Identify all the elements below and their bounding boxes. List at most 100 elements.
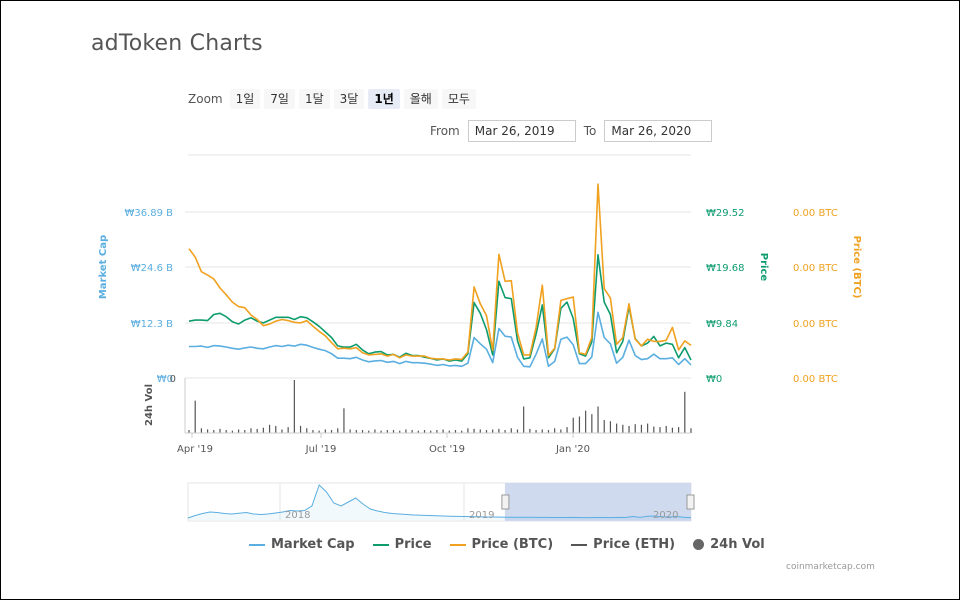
market-cap-axis: ₩36.89 B ₩24.6 B ₩12.3 B ₩0 Market Cap 2…	[98, 208, 173, 426]
credit-link[interactable]: coinmarketcap.com	[786, 562, 875, 572]
volume-bar	[430, 430, 432, 433]
price-btc-axis-title: Price (BTC)	[851, 236, 862, 299]
volume-bar	[603, 420, 605, 433]
volume-bar	[492, 429, 494, 433]
volume-bar	[213, 430, 215, 433]
volume-bar	[516, 429, 519, 433]
to-label: To	[583, 124, 597, 138]
volume-bar	[374, 429, 376, 433]
price-btc-line	[188, 183, 692, 361]
volume-bar	[361, 430, 364, 433]
volume-bar	[541, 429, 543, 433]
legend-item-price[interactable]: Price	[372, 537, 432, 552]
x-tick-label: Oct '19	[429, 444, 465, 455]
volume-bar	[690, 428, 692, 433]
legend-item-market-cap[interactable]: Market Cap	[249, 537, 355, 552]
volume-bar	[461, 430, 463, 433]
zoom-button-all[interactable]: 모두	[441, 89, 476, 109]
navigator-label: 2020	[653, 510, 678, 521]
legend-swatch	[449, 543, 466, 546]
legend-swatch	[693, 539, 705, 550]
legend-label: Price (ETH)	[593, 537, 676, 552]
volume-bar	[684, 391, 686, 433]
x-tick-label: Jan '20	[555, 444, 590, 455]
market-cap-tick: ₩12.3 B	[131, 319, 173, 330]
volume-bar	[312, 430, 314, 433]
legend-item-volume[interactable]: 24h Vol	[693, 537, 765, 552]
zoom-button-ytd[interactable]: 올해	[403, 89, 438, 109]
volume-bar	[386, 430, 388, 433]
volume-bar	[591, 414, 593, 433]
legend-item-price-btc[interactable]: Price (BTC)	[449, 537, 553, 552]
x-axis-ticks: Apr '19 Jul '19 Oct '19 Jan '20	[177, 433, 590, 455]
volume-bar	[634, 424, 636, 433]
zoom-selector: Zoom 1일 7일 1달 3달 1년 올해 모두	[188, 89, 476, 109]
volume-bar	[368, 430, 370, 433]
navigator-line	[187, 484, 692, 519]
volume-bar	[653, 426, 655, 433]
zoom-label: Zoom	[188, 92, 223, 106]
volume-bar	[479, 429, 481, 433]
market-cap-line	[189, 311, 692, 368]
price-tick: ₩29.52	[706, 208, 745, 219]
legend-swatch	[249, 543, 265, 546]
navigator[interactable]: 2018 2019 2020	[187, 482, 695, 522]
legend-label: Market Cap	[271, 537, 355, 552]
volume-bar	[206, 429, 209, 433]
zoom-button-1d[interactable]: 1일	[229, 89, 261, 109]
series-layer	[188, 183, 692, 433]
volume-bar	[485, 430, 488, 433]
navigator-label: 2018	[285, 510, 310, 521]
zoom-button-1y[interactable]: 1년	[368, 89, 400, 109]
volume-bar	[566, 427, 568, 433]
volume-bar	[535, 430, 537, 433]
navigator-right-handle[interactable]	[686, 494, 695, 510]
volume-bar	[529, 428, 531, 433]
volume-bar	[188, 430, 190, 433]
zoom-button-3m[interactable]: 3달	[333, 89, 365, 109]
from-date-input[interactable]: Mar 26, 2019	[467, 120, 576, 142]
volume-bar	[411, 430, 413, 433]
navigator-right-handle-body[interactable]	[686, 494, 695, 510]
zoom-button-1m[interactable]: 1달	[298, 89, 330, 109]
volume-bar	[281, 429, 283, 433]
navigator-left-handle[interactable]	[501, 494, 510, 510]
volume-bar	[442, 429, 444, 433]
market-cap-tick: ₩24.6 B	[131, 263, 173, 274]
price-btc-axis: 0.00 BTC 0.00 BTC 0.00 BTC 0.00 BTC Pric…	[793, 208, 862, 385]
volume-bar	[200, 428, 202, 433]
volume-bar	[343, 408, 345, 433]
legend-label: 24h Vol	[710, 537, 765, 552]
volume-bar	[324, 429, 326, 433]
price-btc-tick: 0.00 BTC	[793, 319, 838, 330]
market-cap-axis-title: Market Cap	[98, 235, 109, 299]
page-title: adToken Charts	[91, 31, 263, 56]
volume-bar	[448, 430, 450, 433]
navigator-left-handle-body[interactable]	[501, 494, 510, 510]
navigator-selection[interactable]	[504, 483, 691, 521]
volume-bar	[578, 416, 581, 433]
volume-bar	[392, 430, 395, 433]
gridlines	[185, 211, 691, 379]
volume-bar	[454, 430, 457, 433]
volume-bar	[417, 430, 419, 433]
volume-bar	[616, 423, 618, 433]
market-cap-tick: ₩0	[157, 374, 173, 385]
volume-bar	[498, 428, 500, 433]
legend-item-price-eth[interactable]: Price (ETH)	[571, 537, 675, 552]
volume-bar	[355, 430, 357, 433]
volume-bar	[678, 427, 680, 433]
zoom-button-7d[interactable]: 7일	[264, 89, 295, 109]
price-tick: ₩19.68	[706, 263, 745, 274]
to-date-input[interactable]: Mar 26, 2020	[604, 120, 713, 142]
volume-bar	[318, 430, 320, 433]
volume-bar	[547, 430, 550, 433]
price-btc-tick: 0.00 BTC	[793, 208, 838, 219]
volume-bar	[256, 428, 258, 433]
volume-bar	[399, 430, 401, 433]
volume-bar	[299, 425, 302, 433]
volume-bar	[560, 429, 562, 433]
volume-bar	[380, 430, 382, 433]
